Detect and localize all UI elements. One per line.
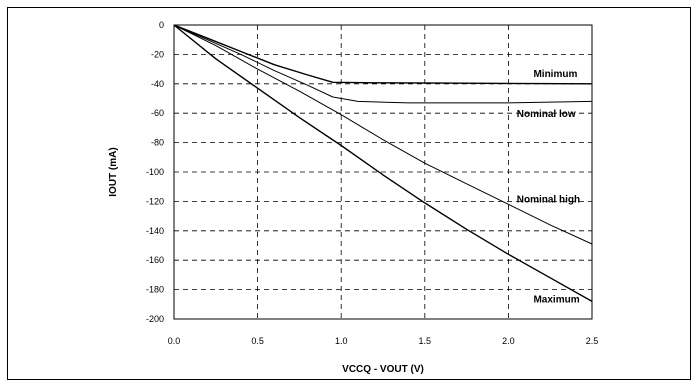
- curve-label-layer: Minimum Nominal low Nominal high Maximum: [517, 69, 580, 306]
- y-tick-label: -40: [151, 79, 164, 89]
- series-line-nominal-low: [173, 24, 593, 104]
- x-tick-label: 0.5: [251, 336, 264, 346]
- x-tick-label: 2.5: [586, 336, 599, 346]
- y-tick-label: -100: [146, 167, 164, 177]
- y-tick-label: -20: [151, 49, 164, 59]
- x-tick-label: 1.0: [335, 336, 348, 346]
- x-tick-label: 0.0: [168, 336, 181, 346]
- y-tick-label: -80: [151, 138, 164, 148]
- y-tick-label: -120: [146, 196, 164, 206]
- series-layer: [173, 24, 593, 303]
- x-tick-label: 1.5: [419, 336, 432, 346]
- curve-label: Maximum: [533, 294, 579, 305]
- y-axis-title: IOUT (mA): [108, 147, 119, 196]
- curve-label: Minimum: [533, 69, 577, 80]
- y-tick-label: -60: [151, 108, 164, 118]
- series-line-maximum: [173, 24, 593, 303]
- series-line-nominal-high: [173, 24, 593, 245]
- series-line-minimum: [173, 24, 593, 85]
- y-tick-label: -140: [146, 226, 164, 236]
- x-tick-label: 2.0: [502, 336, 515, 346]
- grid-layer: [174, 25, 592, 319]
- curve-label: Nominal low: [517, 109, 576, 120]
- y-tick-label: -160: [146, 255, 164, 265]
- tick-label-layer: 0 -20 -40 -60 -80 -100 -120 -140 -160 -180 -200 0.0…: [146, 20, 598, 346]
- y-tick-label: -200: [146, 314, 164, 324]
- plot-area-border: [173, 24, 593, 320]
- x-axis-title: VCCQ - VOUT (V): [342, 364, 424, 375]
- y-tick-label: -180: [146, 285, 164, 295]
- curve-label: Nominal high: [517, 194, 580, 205]
- y-tick-label: 0: [159, 20, 164, 30]
- outer-border: [7, 7, 691, 380]
